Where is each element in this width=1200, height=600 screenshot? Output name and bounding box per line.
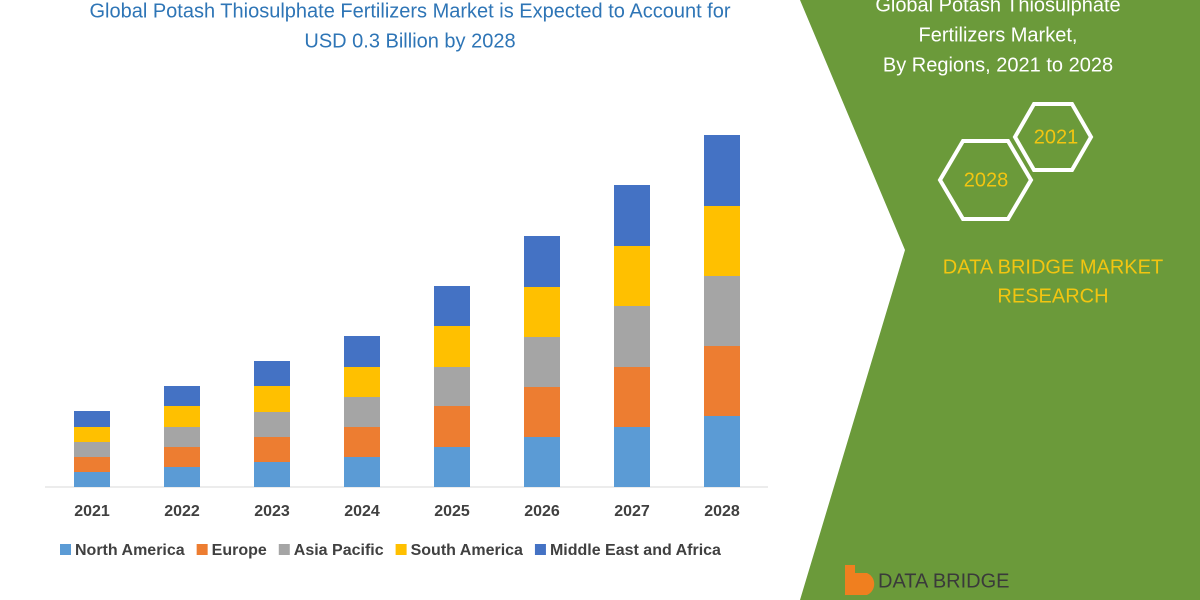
x-tick-label: 2028	[704, 503, 740, 520]
bar-segment	[164, 447, 200, 467]
bar-segment	[344, 336, 380, 367]
legend-label: North America	[75, 542, 185, 559]
bar-segment	[704, 135, 740, 206]
badge-label: 2021	[1034, 126, 1079, 148]
panel-title: By Regions, 2021 to 2028	[883, 54, 1113, 76]
logo-text: DATA BRIDGE	[878, 570, 1010, 592]
bar-segment	[704, 276, 740, 346]
bar-segment	[524, 236, 560, 287]
bar-segment	[164, 467, 200, 487]
bar-segment	[614, 306, 650, 367]
bar-segment	[344, 427, 380, 457]
bar-segment	[704, 346, 740, 416]
x-tick-label: 2025	[434, 503, 470, 520]
legend-marker	[278, 544, 290, 555]
bar-segment	[434, 286, 470, 326]
panel-title: Fertilizers Market,	[919, 24, 1078, 46]
legend-marker	[534, 544, 546, 555]
bar-segment	[434, 326, 470, 367]
panel-title: Global Potash Thiosulphate	[875, 0, 1120, 16]
bar-segment	[164, 427, 200, 447]
legend-label: Middle East and Africa	[550, 542, 721, 559]
hexagon	[1012, 102, 1094, 172]
bar-segment	[704, 416, 740, 487]
bar-segment	[344, 397, 380, 427]
bar-segment	[254, 462, 290, 487]
x-tick-label: 2021	[74, 503, 110, 520]
logo-mark	[845, 565, 875, 595]
bar-segment	[254, 386, 290, 412]
bar-segment	[434, 406, 470, 447]
bar-segment	[74, 472, 110, 487]
legend-label: Asia Pacific	[294, 542, 384, 559]
bar-segment	[74, 411, 110, 427]
legend-label: Europe	[212, 542, 267, 559]
legend-marker	[395, 544, 407, 555]
bar-segment	[74, 457, 110, 472]
bar-segment	[254, 361, 290, 386]
bar-segment	[254, 412, 290, 437]
side-panel	[800, 0, 1200, 600]
bar-segment	[524, 337, 560, 387]
bar-segment	[254, 437, 290, 462]
badge-label: 2028	[964, 169, 1009, 191]
bar-segment	[524, 387, 560, 437]
bar-segment	[704, 206, 740, 276]
bar-segment	[164, 386, 200, 406]
hexagon	[937, 139, 1034, 221]
bar-segment	[614, 427, 650, 487]
chart-title: USD 0.3 Billion by 2028	[304, 30, 515, 52]
bar-segment	[614, 185, 650, 246]
bar-segment	[524, 287, 560, 337]
x-tick-label: 2026	[524, 503, 560, 520]
bar-segment	[614, 246, 650, 306]
bar-segment	[434, 447, 470, 487]
chart-title: Global Potash Thiosulphate Fertilizers M…	[89, 0, 730, 22]
bar-segment	[74, 442, 110, 457]
x-tick-label: 2022	[164, 503, 200, 520]
brand-text: RESEARCH	[997, 285, 1108, 307]
legend-marker	[196, 544, 208, 555]
x-tick-label: 2024	[344, 503, 380, 520]
x-tick-label: 2027	[614, 503, 650, 520]
brand-text: DATA BRIDGE MARKET	[943, 256, 1163, 278]
bar-segment	[344, 457, 380, 487]
bar-segment	[74, 427, 110, 442]
bar-segment	[614, 367, 650, 427]
legend-marker	[60, 544, 71, 555]
bar-segment	[434, 367, 470, 406]
x-tick-label: 2023	[254, 503, 290, 520]
legend-label: South America	[411, 542, 523, 559]
bar-segment	[524, 437, 560, 487]
bar-segment	[344, 367, 380, 397]
bar-segment	[164, 406, 200, 427]
